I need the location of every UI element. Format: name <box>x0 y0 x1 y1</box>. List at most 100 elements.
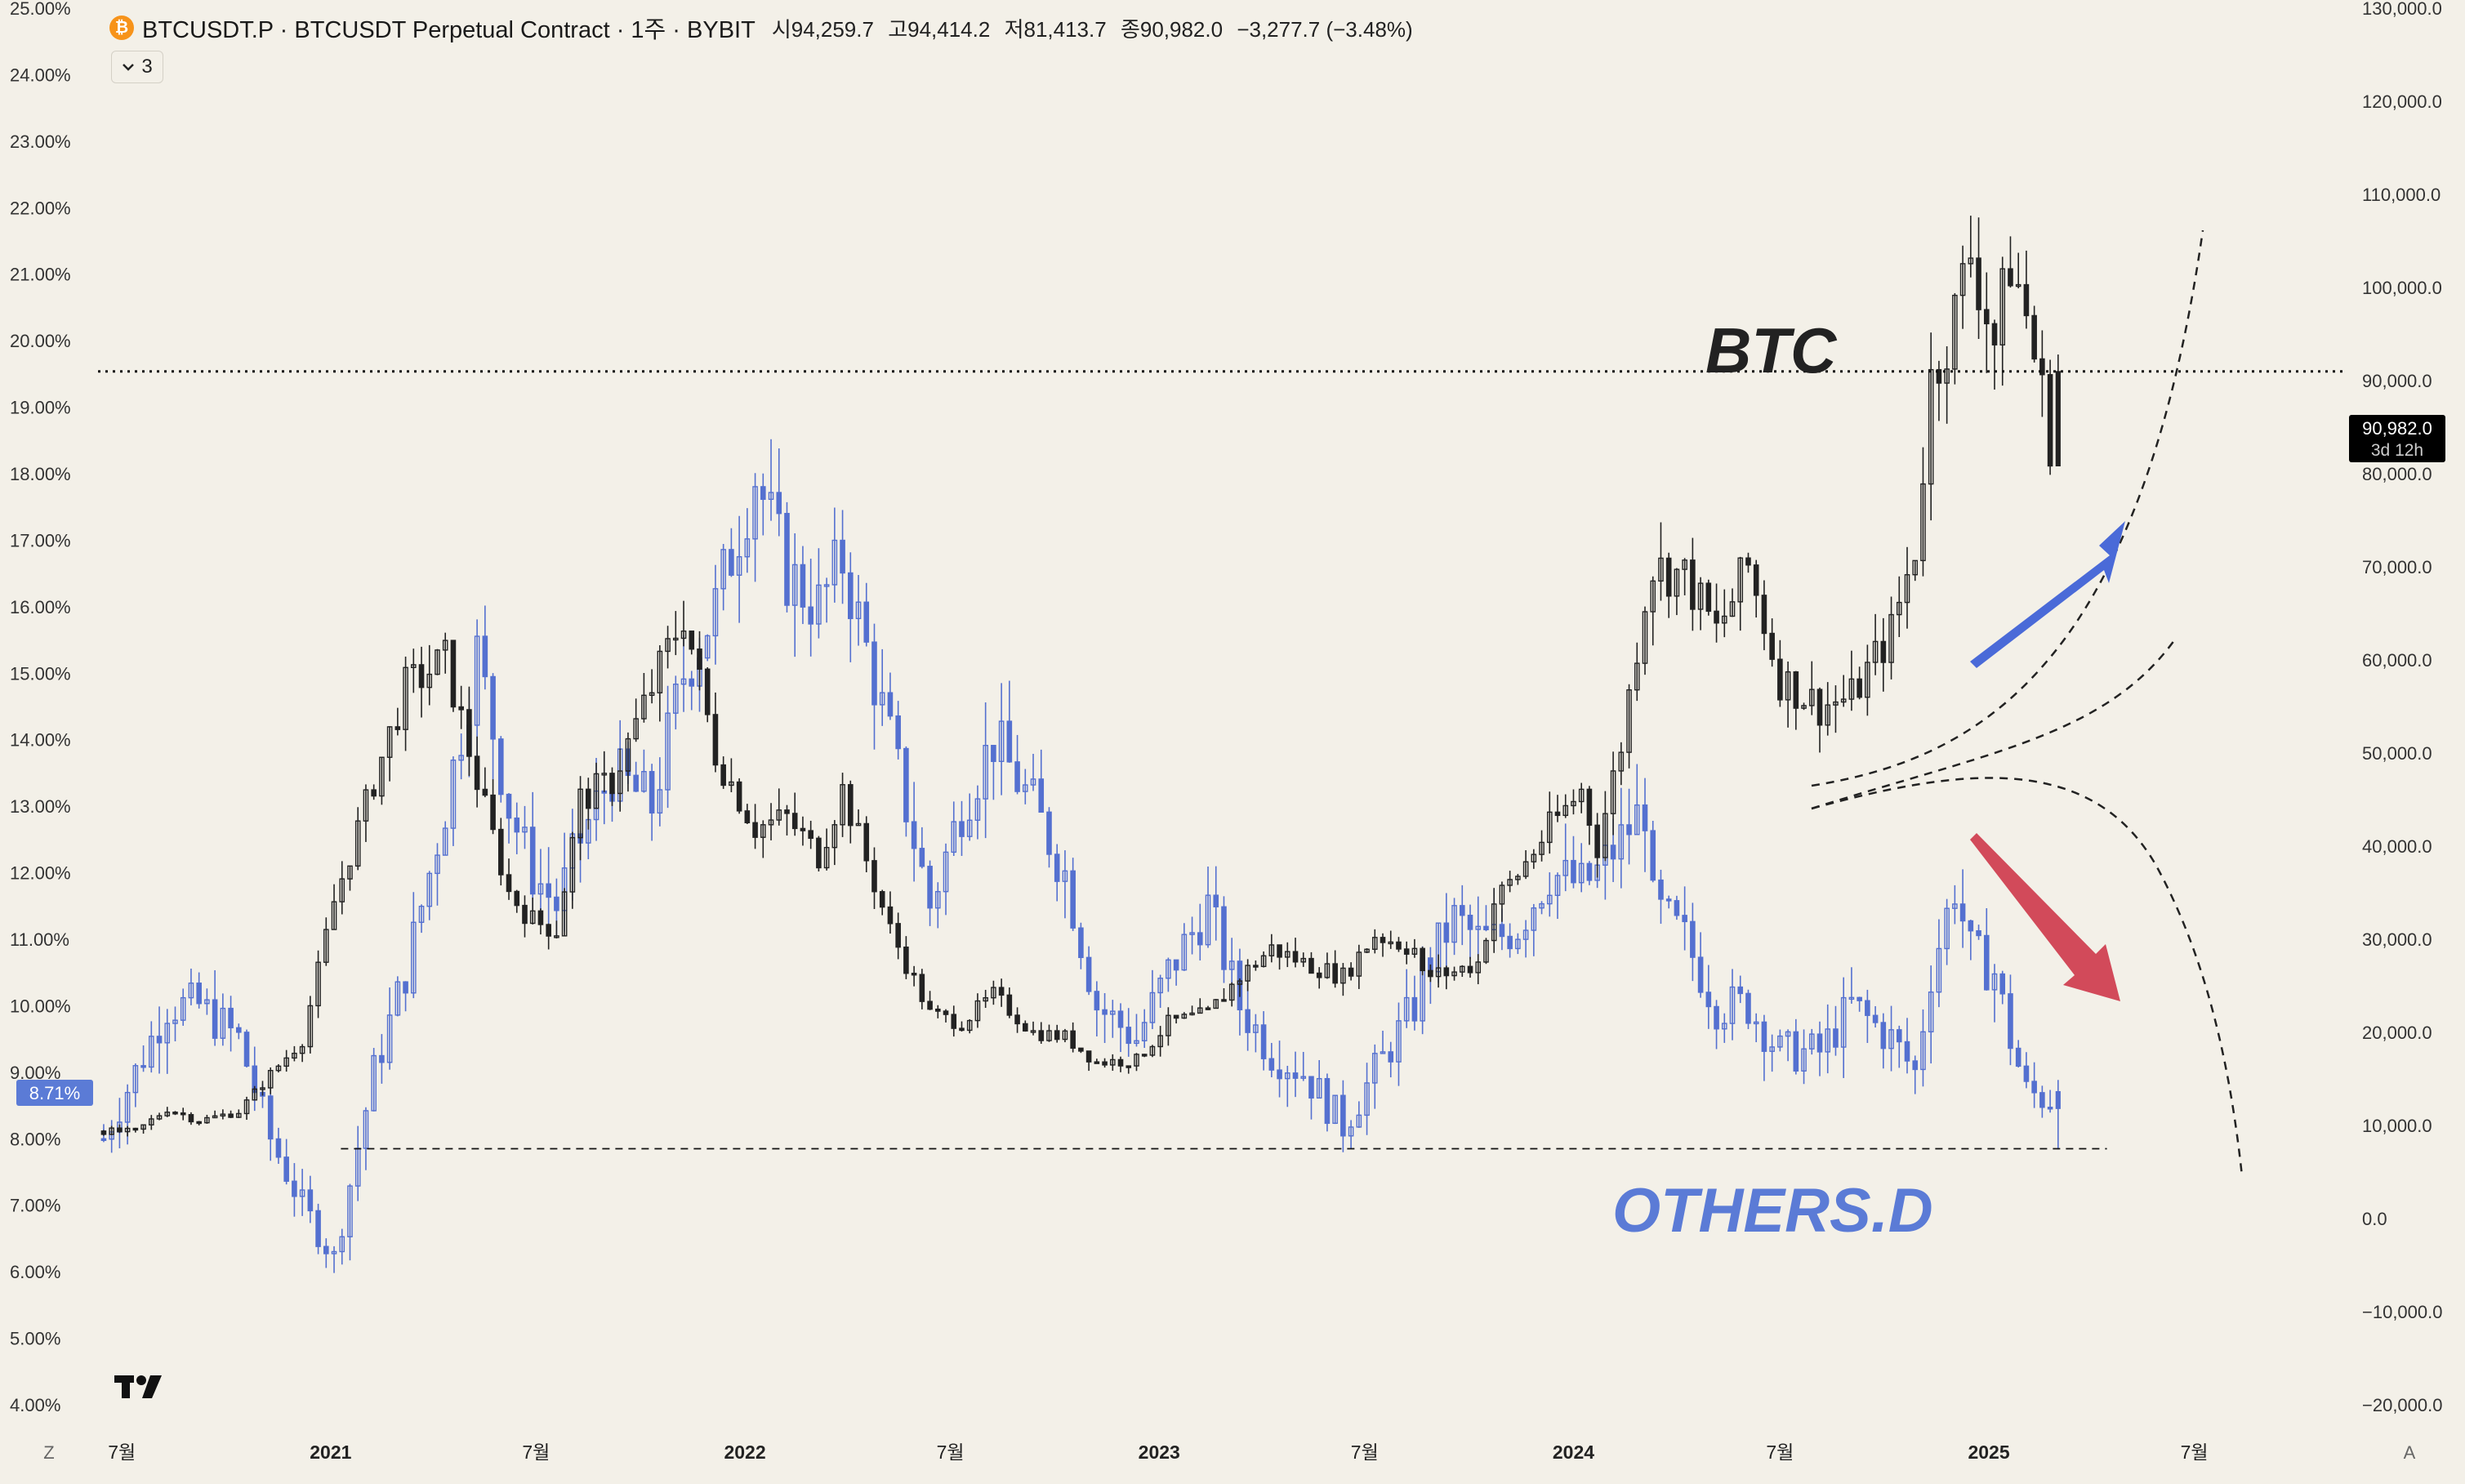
btc-candle-body <box>951 1014 957 1029</box>
others-candle-body <box>649 770 655 814</box>
btc-candle-body <box>1531 853 1537 862</box>
btc-candle-body <box>847 784 854 827</box>
others-candle-body <box>2008 993 2013 1049</box>
btc-candle-body <box>959 1027 965 1032</box>
others-candle-body <box>1197 932 1203 946</box>
btc-candle-body <box>1459 965 1465 973</box>
btc-candle-body <box>934 1008 941 1012</box>
btc-candle-body <box>1737 557 1744 603</box>
btc-candle-body <box>228 1113 234 1118</box>
others-candle-body <box>1356 1114 1362 1128</box>
right-axis-tick-label: 110,000.0 <box>2362 185 2440 205</box>
others-candle-body <box>1038 778 1045 813</box>
btc-candle-body <box>1166 1014 1171 1036</box>
btc-candle-body <box>776 809 782 821</box>
btc-candle-body <box>1554 811 1561 817</box>
btc-projection-curve-inner <box>1811 636 2178 810</box>
btc-candle-body <box>363 789 369 822</box>
others-candle-body <box>1181 934 1188 971</box>
btc-candle-body <box>1300 957 1307 963</box>
others-candle-body <box>1467 915 1473 930</box>
btc-candle-body <box>1396 941 1402 950</box>
others-candle-body <box>816 584 822 625</box>
btc-candle-body <box>252 1088 258 1101</box>
btc-candle-body <box>180 1112 186 1116</box>
others-candle-body <box>514 817 520 833</box>
btc-candle-body <box>260 1087 265 1090</box>
left-axis-tick-label: 24.00% <box>10 65 71 85</box>
btc-candle-body <box>394 726 401 730</box>
btc-candle-body <box>752 822 758 838</box>
others-candle-body <box>1134 1040 1139 1045</box>
others-candle-body <box>1674 900 1680 916</box>
others-candle-body <box>2023 1065 2030 1082</box>
btc-candle-body <box>1149 1045 1156 1056</box>
btc-candle-body <box>561 891 568 937</box>
others-candle-body <box>1872 1014 1879 1023</box>
btc-candle-body <box>1117 1058 1124 1067</box>
price-badge-bg <box>2349 415 2445 462</box>
btc-candle-body <box>919 974 925 1002</box>
others-candle-body <box>132 1065 139 1094</box>
others-candle-body <box>863 601 870 643</box>
others-candle-body <box>1729 986 1736 1024</box>
btc-candle-body <box>1880 640 1887 663</box>
left-axis-tick-label: 17.00% <box>10 530 71 550</box>
others-candle-body <box>1952 903 1958 909</box>
others-candle-body <box>1507 935 1513 950</box>
down-arrow-icon <box>1970 833 2120 1001</box>
others-candle-body <box>267 1095 274 1140</box>
btc-label: BTC <box>1705 314 1838 386</box>
btc-candle-body <box>482 788 488 796</box>
others-candle-body <box>934 890 941 909</box>
btc-candle-body <box>657 650 663 693</box>
btc-candle-body <box>435 649 440 675</box>
others-candle-body <box>149 1036 154 1068</box>
others-candle-body <box>403 981 408 994</box>
others-candle-body <box>927 866 933 909</box>
others-candle-body <box>1109 1010 1116 1015</box>
btc-candle-body <box>1928 368 1934 485</box>
others-candle-body <box>196 983 202 1005</box>
others-candle-body <box>1761 1021 1767 1052</box>
low-value: 저81,413.7 <box>1004 16 1107 42</box>
others-candle-body <box>1753 1021 1759 1025</box>
btc-candle-body <box>1594 824 1600 858</box>
time-axis-tick-label: 2021 <box>310 1442 351 1463</box>
btc-candle-body <box>299 1045 305 1054</box>
auto-scale-left-button[interactable]: Z <box>43 1442 54 1463</box>
others-candle-body <box>633 774 639 792</box>
left-axis-tick-label: 8.00% <box>10 1129 60 1149</box>
btc-candle-body <box>196 1121 202 1125</box>
btc-candle-body <box>1769 632 1775 660</box>
others-candle-body <box>1213 894 1219 907</box>
others-candle-body <box>1626 824 1632 836</box>
indicator-toggle-button[interactable]: 3 <box>111 51 163 83</box>
others-candle-body <box>1078 927 1084 959</box>
others-candle-body <box>1149 992 1156 1023</box>
change-value: −3,277.7 (−3.48%) <box>1237 16 1413 42</box>
others-candle-body <box>729 549 734 576</box>
time-axis-tick-label: 7월 <box>108 1442 136 1463</box>
others-candle-body <box>1228 960 1235 970</box>
left-axis-tick-label: 22.00% <box>10 198 71 218</box>
right-axis-tick-label: 60,000.0 <box>2362 650 2432 671</box>
others-candle-body <box>204 999 210 1005</box>
others-candle-body <box>1959 903 1966 922</box>
symbol-title[interactable]: BTCUSDT.P · BTCUSDT Perpetual Contract ·… <box>142 17 756 43</box>
btc-candle-body <box>1420 947 1425 972</box>
btc-candle-body <box>1403 948 1410 955</box>
others-candle-body <box>180 996 186 1021</box>
others-candle-body <box>1904 1041 1910 1062</box>
others-candle-body <box>760 486 766 501</box>
btc-candle-body <box>712 714 719 766</box>
others-candle-body <box>1245 1009 1250 1033</box>
others-candle-body <box>1571 859 1576 884</box>
btc-candle-body <box>1840 698 1847 703</box>
btc-candle-body <box>1324 963 1331 978</box>
btc-candle-body <box>1912 559 1919 576</box>
auto-scale-right-button[interactable]: A <box>2404 1442 2416 1463</box>
others-candle-body <box>379 1054 385 1063</box>
others-candle-body <box>1292 1072 1299 1079</box>
